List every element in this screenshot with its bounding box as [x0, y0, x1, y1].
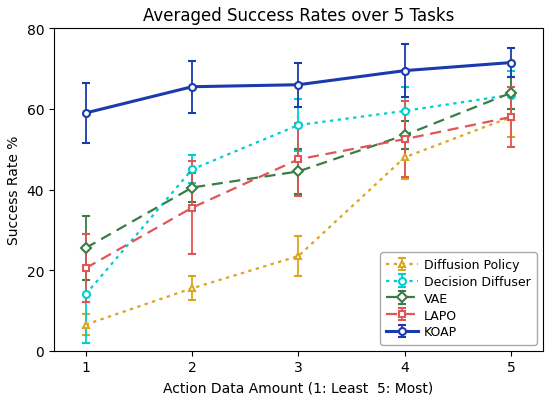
Legend: Diffusion Policy, Decision Diffuser, VAE, LAPO, KOAP: Diffusion Policy, Decision Diffuser, VAE… — [380, 252, 537, 345]
Title: Averaged Success Rates over 5 Tasks: Averaged Success Rates over 5 Tasks — [143, 7, 454, 25]
Y-axis label: Success Rate %: Success Rate % — [7, 136, 21, 245]
X-axis label: Action Data Amount (1: Least  5: Most): Action Data Amount (1: Least 5: Most) — [163, 380, 433, 394]
